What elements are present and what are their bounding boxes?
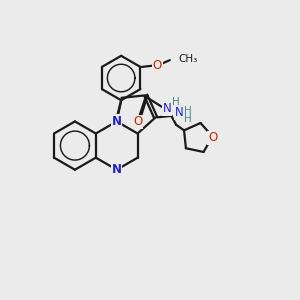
- Text: O: O: [208, 131, 217, 144]
- Text: O: O: [153, 59, 162, 72]
- Text: N: N: [112, 115, 122, 128]
- Text: H: H: [172, 97, 180, 107]
- Text: N: N: [175, 106, 184, 119]
- Text: O: O: [133, 115, 142, 128]
- Text: N: N: [112, 163, 122, 176]
- Text: H: H: [184, 114, 192, 124]
- Text: N: N: [163, 102, 172, 115]
- Text: CH₃: CH₃: [178, 54, 197, 64]
- Text: H: H: [184, 106, 192, 116]
